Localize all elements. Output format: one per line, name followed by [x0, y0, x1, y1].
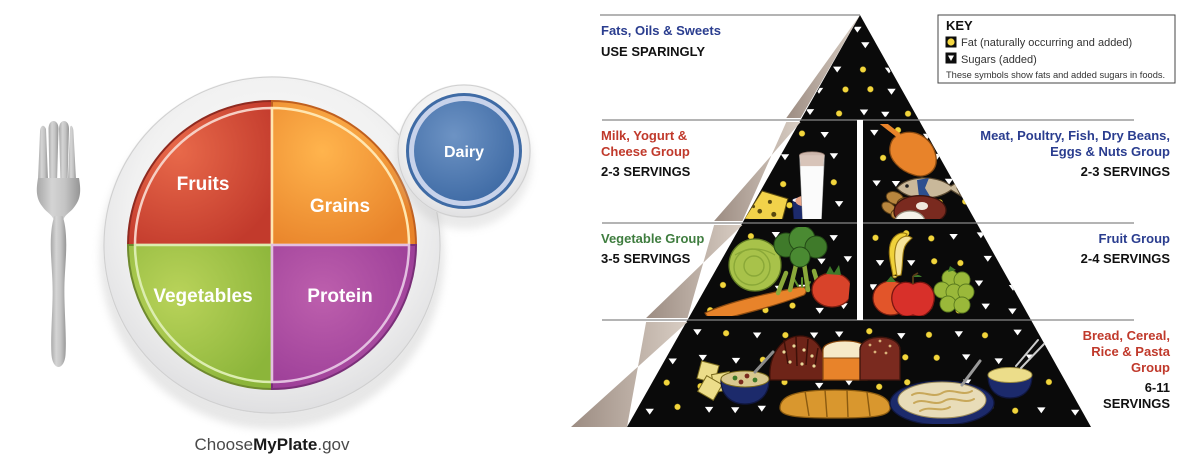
svg-text:Fruit Group: Fruit Group [1099, 231, 1171, 246]
svg-text:USE SPARINGLY: USE SPARINGLY [601, 44, 705, 59]
svg-text:KEY: KEY [946, 18, 973, 33]
svg-text:Grains: Grains [310, 196, 370, 217]
svg-text:Bread, Cereal,: Bread, Cereal, [1083, 328, 1170, 343]
svg-text:2-4 SERVINGS: 2-4 SERVINGS [1081, 251, 1171, 266]
svg-text:Meat, Poultry, Fish, Dry Beans: Meat, Poultry, Fish, Dry Beans, [980, 128, 1170, 143]
svg-text:Fat (naturally occurring and a: Fat (naturally occurring and added) [961, 37, 1132, 49]
svg-text:These symbols show fats and ad: These symbols show fats and added sugars… [946, 70, 1165, 80]
svg-text:6-11: 6-11 [1145, 380, 1170, 395]
svg-text:ChooseMyPlate.gov: ChooseMyPlate.gov [195, 435, 350, 454]
svg-text:Vegetables: Vegetables [153, 286, 252, 307]
svg-text:Rice & Pasta: Rice & Pasta [1091, 344, 1171, 359]
svg-text:Eggs & Nuts Group: Eggs & Nuts Group [1050, 144, 1170, 159]
svg-text:Milk, Yogurt &: Milk, Yogurt & [601, 128, 687, 143]
svg-text:Fats, Oils & Sweets: Fats, Oils & Sweets [601, 23, 721, 38]
svg-text:2-3 SERVINGS: 2-3 SERVINGS [1081, 164, 1171, 179]
svg-text:3-5 SERVINGS: 3-5 SERVINGS [601, 251, 691, 266]
svg-text:Fruits: Fruits [177, 174, 230, 195]
svg-text:Group: Group [1131, 360, 1170, 375]
svg-text:Cheese Group: Cheese Group [601, 144, 690, 159]
svg-text:Protein: Protein [307, 286, 372, 307]
svg-text:Sugars (added): Sugars (added) [961, 54, 1037, 66]
svg-text:2-3 SERVINGS: 2-3 SERVINGS [601, 164, 691, 179]
svg-text:SERVINGS: SERVINGS [1103, 396, 1170, 411]
svg-text:Dairy: Dairy [444, 144, 484, 161]
svg-text:Vegetable Group: Vegetable Group [601, 231, 704, 246]
